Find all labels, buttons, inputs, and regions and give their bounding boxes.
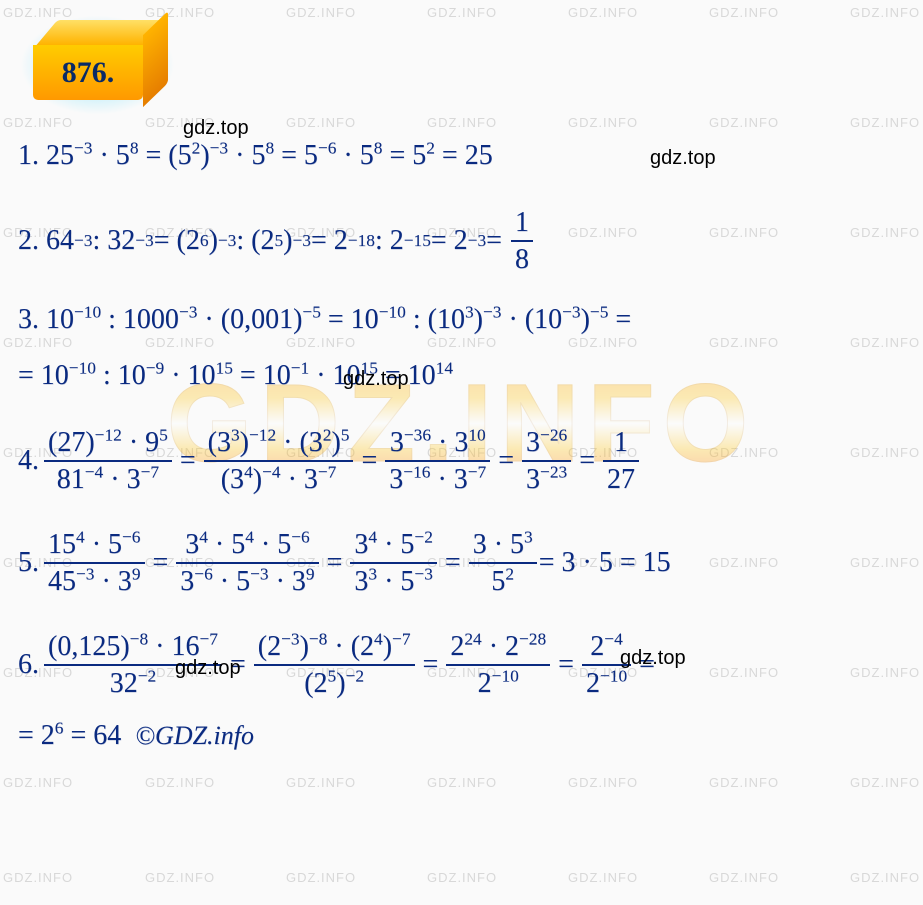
equation-2: 2. 64−3 : 32−3 = (26)−3 : (25)−3 = 2−18 …: [18, 205, 908, 277]
watermark-text: GDZ.INFO: [427, 5, 497, 20]
watermark-text: GDZ.INFO: [3, 870, 73, 885]
watermark-text: GDZ.INFO: [3, 115, 73, 130]
watermark-text: GDZ.INFO: [286, 5, 356, 20]
problem-number: 876.: [62, 56, 115, 90]
watermark-text: GDZ.INFO: [709, 115, 779, 130]
watermark-text: GDZ.INFO: [709, 870, 779, 885]
watermark-text: GDZ.INFO: [850, 870, 920, 885]
watermark-text: GDZ.INFO: [145, 870, 215, 885]
copyright: ©GDZ.info: [135, 721, 254, 750]
equation-5: 5. 154 · 5−645−3 · 39 = 34 · 54 · 5−63−6…: [18, 527, 908, 599]
equation-1: 1. 25−3 · 58 = (52)−3 · 58 = 5−6 · 58 = …: [18, 135, 908, 177]
watermark-text: GDZ.INFO: [709, 5, 779, 20]
watermark-text: GDZ.INFO: [145, 115, 215, 130]
watermark-text: GDZ.INFO: [850, 115, 920, 130]
equation-6b: = 26 = 64 ©GDZ.info: [18, 715, 908, 757]
watermark-text: GDZ.INFO: [568, 115, 638, 130]
math-content: 1. 25−3 · 58 = (52)−3 · 58 = 5−6 · 58 = …: [18, 135, 908, 785]
watermark-text: GDZ.INFO: [286, 870, 356, 885]
watermark-text: GDZ.INFO: [427, 115, 497, 130]
equation-4: 4. (27)−12 · 9581−4 · 3−7 = (33)−12 · (3…: [18, 425, 908, 497]
problem-badge: 876.: [25, 20, 165, 110]
equation-3a: 3. 10−10 : 1000−3 · (0,001)−5 = 10−10 : …: [18, 299, 908, 341]
watermark-text: GDZ.INFO: [286, 115, 356, 130]
watermark-text: GDZ.INFO: [568, 5, 638, 20]
equation-3b: = 10−10 : 10−9 · 1015 = 10−1 · 1015 = 10…: [18, 355, 908, 397]
equation-6a: 6. (0,125)−8 · 16−732−2 = (2−3)−8 · (24)…: [18, 629, 908, 701]
watermark-text: GDZ.INFO: [427, 870, 497, 885]
watermark-text: GDZ.INFO: [850, 5, 920, 20]
watermark-text: GDZ.INFO: [568, 870, 638, 885]
